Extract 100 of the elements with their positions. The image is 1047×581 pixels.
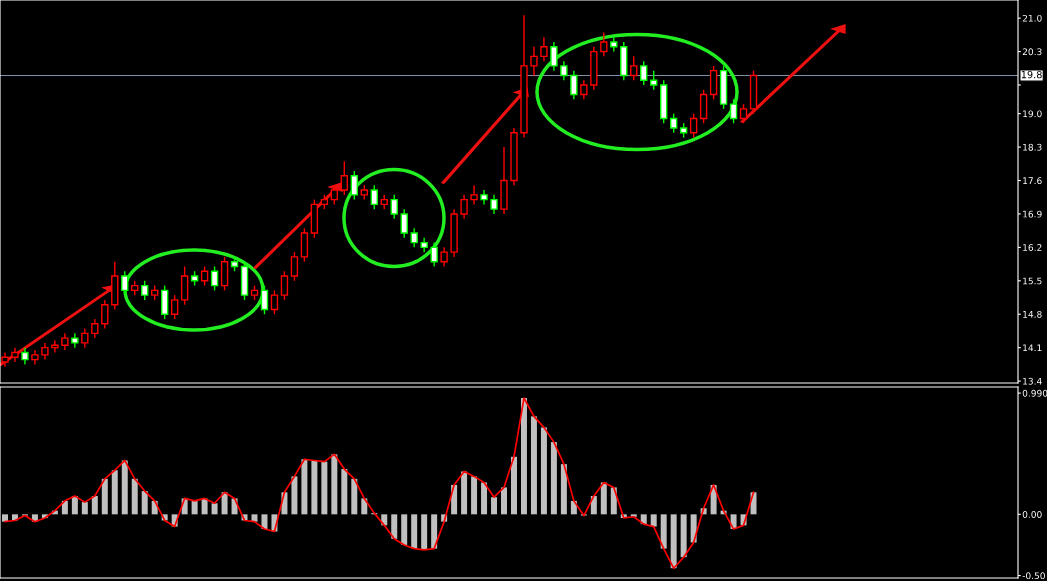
candlestick — [220, 256, 229, 292]
candlestick — [410, 227, 418, 249]
candlestick — [430, 241, 438, 268]
y-tick-label: 0.990 — [1022, 389, 1047, 397]
line-series — [4, 397, 755, 570]
bar — [560, 464, 567, 515]
bar — [520, 398, 527, 515]
y-tick-label: 21.0 — [1022, 14, 1042, 22]
candlestick — [210, 265, 219, 292]
candlestick — [490, 194, 498, 215]
bar — [670, 514, 677, 569]
bar — [401, 514, 408, 545]
bar — [391, 514, 398, 539]
candlestick — [540, 36, 548, 62]
bar — [411, 514, 418, 549]
bar — [660, 514, 667, 549]
y-tick-label: 16.9 — [1023, 210, 1042, 218]
bar — [341, 469, 348, 515]
y-tick-label: -0.50 — [1022, 572, 1045, 580]
candlestick — [260, 284, 269, 315]
y-tick-label: 19.0 — [1023, 110, 1042, 118]
y-tick-label: 14.8 — [1023, 310, 1042, 318]
candlestick — [270, 289, 279, 315]
candlestick — [530, 46, 538, 77]
bar — [131, 478, 138, 515]
bar — [481, 482, 488, 515]
candlestick — [170, 294, 179, 320]
candlestick — [81, 327, 89, 349]
candlestick — [280, 270, 289, 301]
y-tick-label: 17.6 — [1023, 177, 1042, 185]
candlestick — [560, 60, 568, 81]
candlestick — [180, 265, 189, 306]
candlestick — [330, 184, 339, 206]
candlestick — [630, 55, 638, 81]
candlestick — [300, 227, 309, 263]
bar — [431, 514, 438, 549]
bar — [530, 416, 537, 515]
y-tick-label: 20.3 — [1022, 48, 1042, 56]
bar — [81, 502, 88, 515]
candlestick — [141, 280, 149, 301]
bar — [491, 497, 498, 515]
bar — [291, 476, 298, 515]
candlestick — [370, 184, 378, 210]
candlestick — [709, 65, 718, 101]
candlestick — [121, 270, 129, 296]
candlestick — [669, 112, 678, 134]
bar — [301, 459, 308, 515]
candlestick — [340, 160, 349, 196]
candlestick — [91, 318, 99, 339]
y-tick-label: 18.3 — [1023, 143, 1042, 151]
candlestick — [729, 98, 738, 124]
bar — [101, 478, 108, 515]
candlestick — [699, 89, 708, 124]
bar — [421, 514, 428, 550]
y-tick-label: 0.00 — [1022, 511, 1042, 518]
candlestick — [550, 41, 558, 72]
bar — [471, 476, 478, 515]
candlestick — [440, 246, 448, 268]
bar — [461, 471, 468, 515]
bar — [121, 460, 128, 515]
bar — [211, 503, 218, 515]
candlestick — [460, 194, 468, 220]
bar — [331, 454, 338, 515]
bar — [321, 461, 328, 515]
y-tick-label: 15.5 — [1023, 277, 1042, 285]
candlestick — [650, 69, 658, 91]
bar — [361, 498, 368, 515]
candlestick — [290, 251, 299, 282]
bar — [680, 514, 687, 558]
bar — [141, 491, 148, 515]
bar — [2, 514, 8, 522]
candlestick — [640, 60, 648, 86]
candlestick — [350, 170, 358, 201]
bar — [311, 460, 318, 515]
bar — [61, 500, 68, 515]
bar — [221, 492, 228, 515]
candlestick — [1, 351, 9, 368]
bar — [550, 442, 557, 515]
candlestick — [160, 284, 169, 320]
bar — [261, 514, 268, 530]
bar — [191, 500, 198, 515]
bar — [650, 514, 657, 527]
bar — [501, 487, 507, 515]
candlestick — [470, 184, 478, 206]
bar — [511, 456, 517, 515]
candlestick — [570, 69, 578, 101]
y-tick-label: 14.1 — [1023, 344, 1042, 352]
candlestick — [600, 31, 608, 58]
y-tick-label: 13.4 — [1023, 377, 1042, 385]
candlestick — [689, 112, 698, 139]
bar — [600, 482, 607, 515]
candlestick — [400, 208, 408, 239]
bar — [111, 470, 118, 515]
ref-line-label: 19.8 — [1021, 70, 1042, 79]
candlestick — [101, 299, 109, 330]
candlestick — [390, 194, 398, 220]
bar — [351, 478, 358, 515]
y-tick-label: 16.2 — [1023, 244, 1042, 251]
candlestick — [51, 339, 59, 354]
bar — [540, 427, 547, 515]
